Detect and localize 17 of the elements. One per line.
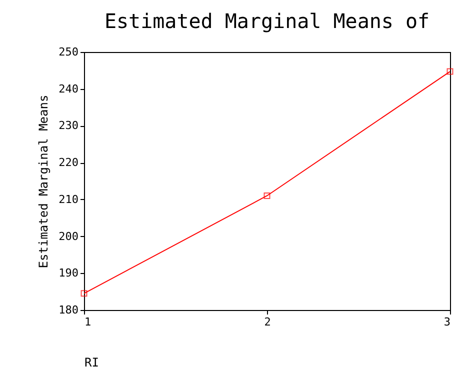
y-tick-label: 230 bbox=[58, 119, 78, 132]
point bbox=[264, 192, 270, 199]
x-tick-label: 2 bbox=[264, 316, 271, 328]
y-tick-label: 180 bbox=[58, 304, 78, 316]
point bbox=[446, 68, 454, 75]
x-tick-label: 3 bbox=[444, 316, 450, 328]
y-tick-label: 220 bbox=[58, 156, 78, 170]
y-tick-label: 200 bbox=[58, 230, 78, 243]
point bbox=[80, 290, 88, 297]
x-tick-label: 1 bbox=[84, 316, 92, 328]
x-axis-title: RI bbox=[84, 356, 99, 370]
y-tick-label: 240 bbox=[58, 82, 78, 96]
chart-title: Estimated Marginal Means of bbox=[104, 9, 430, 33]
y-tick-label: 210 bbox=[58, 192, 78, 206]
y-tick-label: 190 bbox=[58, 266, 78, 280]
y-axis-title: Estimated Marginal Means bbox=[36, 94, 51, 268]
y-tick-label: 250 bbox=[58, 46, 78, 58]
